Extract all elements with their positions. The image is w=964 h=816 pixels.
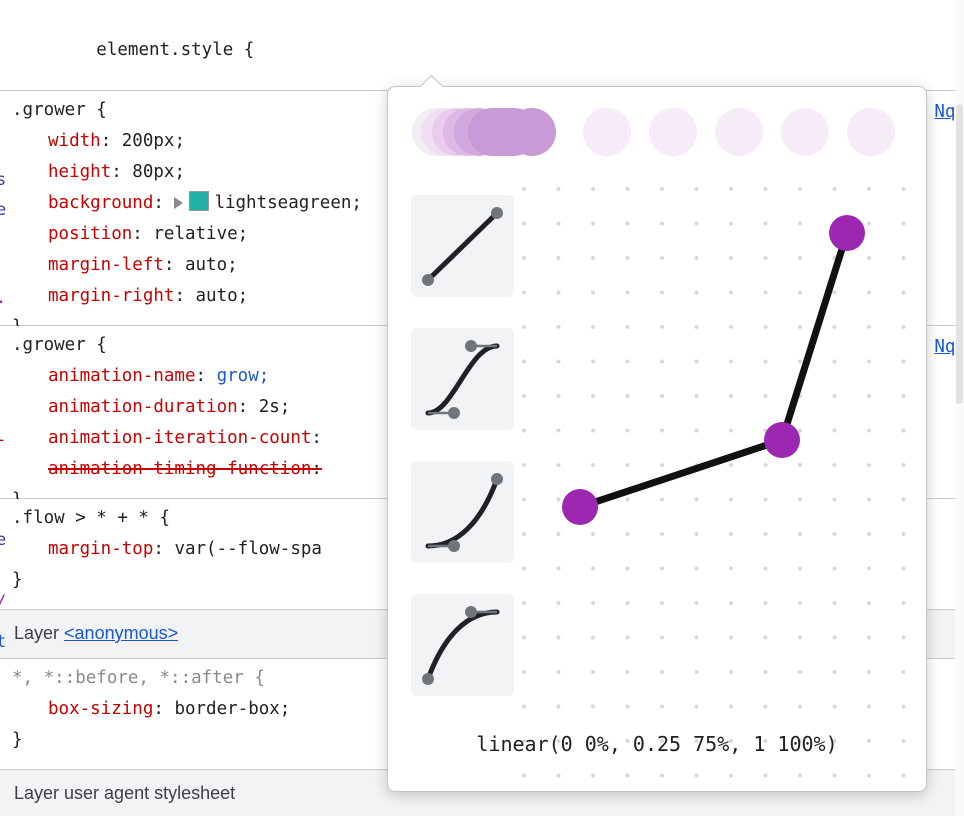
popup-pointer-arrow: [418, 74, 444, 87]
declaration-box-sizing[interactable]: box-sizing: border-box;: [48, 699, 291, 719]
color-swatch-icon[interactable]: [189, 191, 210, 211]
styles-scrollbar-thumb[interactable]: [956, 104, 963, 404]
preset-linear[interactable]: [411, 195, 514, 297]
preset-ease-out[interactable]: [411, 594, 514, 696]
declaration-animation-name[interactable]: animation-name: grow;: [48, 366, 270, 386]
rule-block-element-style[interactable]: element.style { animation-timing-functio…: [0, 0, 964, 246]
layer-label: Layer user agent stylesheet: [14, 783, 236, 803]
layer-label: Layer: [14, 623, 65, 643]
preview-dot: [649, 108, 697, 156]
selector-line[interactable]: .flow > * + * {: [12, 508, 171, 528]
selector-line[interactable]: .grower {: [12, 100, 107, 120]
preview-dot: [847, 108, 895, 156]
control-point-1[interactable]: [764, 422, 800, 458]
declaration-width[interactable]: width: 200px;: [48, 131, 185, 151]
easing-curve-canvas[interactable]: [522, 187, 922, 783]
curve-svg[interactable]: [522, 187, 922, 783]
preview-dot: [583, 108, 631, 156]
easing-value-label: linear(0 0%, 0.25 75%, 1 100%): [476, 732, 838, 756]
declaration-animation-iteration-count[interactable]: animation-iteration-count:: [48, 428, 322, 448]
preset-ease-in-out[interactable]: [411, 328, 514, 430]
closing-brace: }: [12, 570, 23, 590]
declaration-margin-left[interactable]: margin-left: auto;: [48, 255, 238, 275]
declaration-animation-timing-function-overridden[interactable]: animation-timing-function:: [48, 459, 322, 479]
selector-line[interactable]: *, *::before, *::after {: [12, 668, 265, 688]
easing-editor-popup[interactable]: linear(0 0%, 0.25 75%, 1 100%): [387, 74, 927, 792]
declaration-height[interactable]: height: 80px;: [48, 162, 185, 182]
dot-grid: [522, 187, 922, 783]
preview-dot: [781, 108, 829, 156]
expand-triangle-icon[interactable]: [174, 197, 184, 209]
control-point-0[interactable]: [562, 489, 598, 525]
animation-preview-strip[interactable]: [388, 102, 926, 164]
selector-line: element.style {: [96, 40, 255, 60]
control-point-2[interactable]: [829, 215, 865, 251]
easing-preset-list[interactable]: [411, 195, 516, 727]
preset-ease-in[interactable]: [411, 461, 514, 563]
selector-line[interactable]: .grower {: [12, 335, 107, 355]
declaration-background[interactable]: background: lightseagreen;: [48, 191, 362, 213]
preview-dot: [715, 108, 763, 156]
layer-anonymous-link[interactable]: <anonymous>: [64, 623, 179, 643]
declaration-position[interactable]: position: relative;: [48, 224, 249, 244]
closing-brace: }: [12, 730, 23, 750]
preview-dot: [508, 108, 556, 156]
styles-scrollbar-track[interactable]: [955, 0, 964, 816]
declaration-animation-duration[interactable]: animation-duration: 2s;: [48, 397, 291, 417]
declaration-margin-top[interactable]: margin-top: var(--flow-spa: [48, 539, 322, 559]
declaration-margin-right[interactable]: margin-right: auto;: [48, 286, 249, 306]
